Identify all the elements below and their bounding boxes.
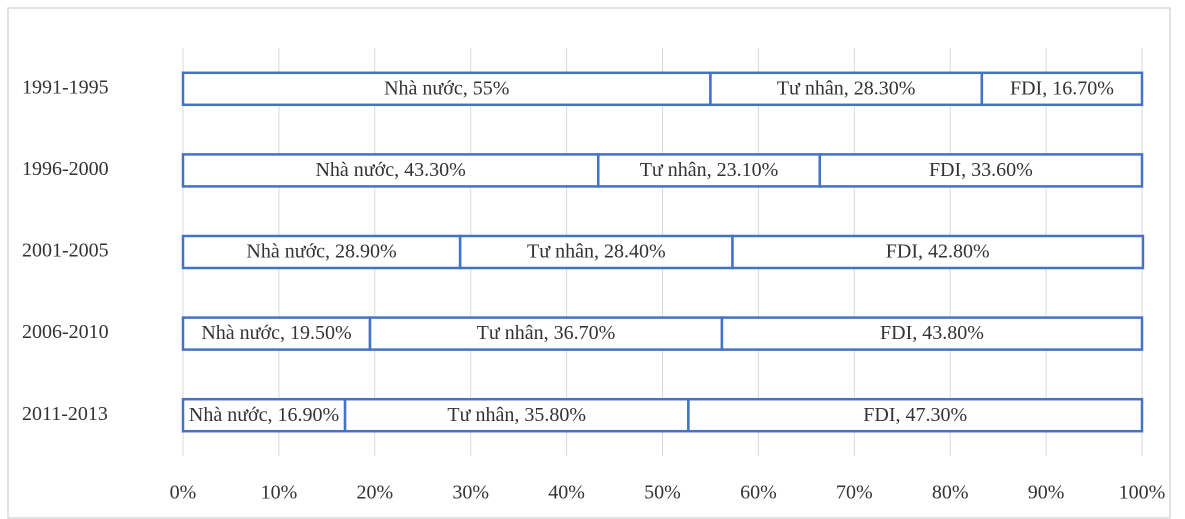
- data-label: FDI, 43.80%: [880, 322, 984, 344]
- data-label: Nhà nước, 16.90%: [189, 404, 339, 426]
- x-tick-label: 40%: [548, 482, 585, 504]
- x-tick-label: 0%: [170, 482, 197, 504]
- data-label: Tư nhân, 35.80%: [447, 404, 586, 426]
- bar-segment: [181, 71, 712, 107]
- bar-segment: [720, 316, 1144, 351]
- data-label: Tư nhân, 23.10%: [640, 159, 779, 181]
- y-tick-label: 2001-2005: [22, 240, 109, 262]
- bar-segment: [731, 234, 1145, 270]
- bar-segment: [980, 71, 1144, 107]
- y-tick-label: 1996-2000: [22, 158, 109, 180]
- bar-segment: [818, 153, 1144, 188]
- x-tick-label: 90%: [1028, 482, 1065, 504]
- data-label: FDI, 33.60%: [929, 159, 1033, 181]
- bar-segment: [181, 316, 372, 351]
- bar-segment: [687, 397, 1144, 433]
- x-tick-label: 60%: [740, 482, 777, 504]
- x-tick-label: 100%: [1119, 482, 1166, 504]
- data-label: FDI, 42.80%: [886, 241, 990, 263]
- data-label: Tư nhân, 28.40%: [527, 241, 666, 263]
- x-tick-label: 50%: [644, 482, 681, 504]
- data-label: Tư nhân, 28.30%: [777, 77, 916, 99]
- data-label: FDI, 47.30%: [863, 404, 967, 426]
- bar-segment: [343, 397, 690, 433]
- data-label: Nhà nước, 55%: [384, 77, 509, 99]
- x-tick-label: 30%: [452, 482, 489, 504]
- bar-segment: [596, 153, 822, 188]
- y-tick-label: 1991-1995: [22, 76, 109, 98]
- bar-segment: [181, 397, 347, 433]
- data-label: Nhà nước, 28.90%: [246, 241, 396, 263]
- x-tick-label: 20%: [356, 482, 393, 504]
- x-tick-label: 80%: [932, 482, 969, 504]
- x-tick-label: 70%: [836, 482, 873, 504]
- bar-segment: [458, 234, 734, 270]
- data-label: Nhà nước, 19.50%: [201, 322, 351, 344]
- y-tick-label: 2011-2013: [22, 403, 108, 425]
- x-tick-label: 10%: [261, 482, 298, 504]
- data-label: Tư nhân, 36.70%: [477, 322, 616, 344]
- data-label: FDI, 16.70%: [1010, 77, 1114, 99]
- bar-segment: [368, 316, 724, 351]
- y-tick-label: 2006-2010: [22, 321, 109, 343]
- data-label: Nhà nước, 43.30%: [315, 159, 465, 181]
- bar-segment: [181, 153, 600, 188]
